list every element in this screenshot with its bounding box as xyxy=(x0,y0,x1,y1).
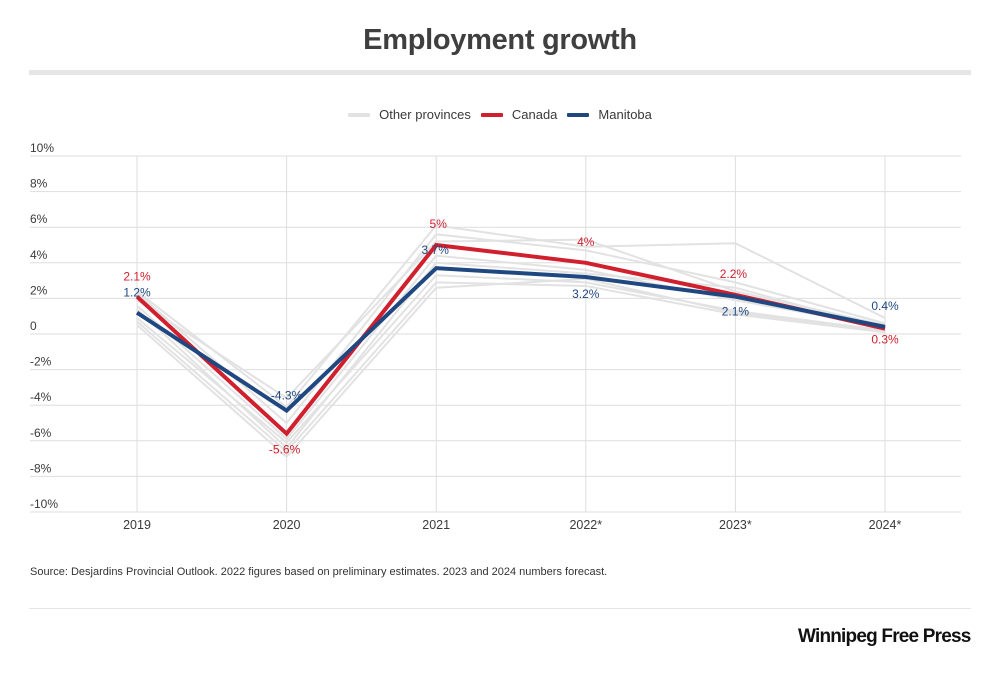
legend-item-manitoba: Manitoba xyxy=(567,107,652,122)
legend-label-other-provinces: Other provinces xyxy=(379,107,471,122)
manitoba-line xyxy=(135,266,886,414)
y-tick-label: 4% xyxy=(30,248,48,262)
manitoba-data-label: 1.2% xyxy=(123,286,151,300)
y-tick-label: -8% xyxy=(30,461,52,475)
y-tick-label: -4% xyxy=(30,390,52,404)
y-tick-label: 10% xyxy=(30,141,54,155)
grid xyxy=(30,155,961,513)
x-tick-label: 2023* xyxy=(719,518,752,532)
canada-data-label: -5.6% xyxy=(269,443,301,457)
y-tick-label: -6% xyxy=(30,426,52,440)
manitoba-data-label: 3.7% xyxy=(422,243,450,257)
legend-swatch-manitoba xyxy=(567,112,590,117)
source-note: Source: Desjardins Provincial Outlook. 2… xyxy=(30,566,608,578)
other-province-line xyxy=(136,281,886,453)
legend-label-manitoba: Manitoba xyxy=(598,107,652,122)
y-tick-label: -2% xyxy=(30,355,52,369)
y-tick-label: -10% xyxy=(30,497,58,511)
x-tick-label: 2020 xyxy=(273,518,301,532)
other-province-line xyxy=(136,274,886,444)
brand-logo: Winnipeg Free Press xyxy=(798,626,971,647)
other-province-line xyxy=(136,254,886,441)
other-province-line xyxy=(136,238,886,400)
manitoba-data-label: 3.2% xyxy=(572,287,600,301)
x-tick-label: 2019 xyxy=(123,518,151,532)
x-tick-label: 2022* xyxy=(569,518,602,532)
x-tick-label: 2021 xyxy=(422,518,450,532)
legend-swatch-canada xyxy=(480,112,503,117)
legend-item-other-provinces: Other provinces xyxy=(348,107,471,122)
data-labels: 2.1% -5.6% 5% 4% 2.2% 0.3% 1.2% -4.3% 3.7% 3.2% 2.… xyxy=(123,217,899,457)
other-province-line xyxy=(136,233,886,425)
legend-item-canada: Canada xyxy=(480,107,558,122)
y-tick-label: 6% xyxy=(30,212,48,226)
canada-data-label: 4% xyxy=(577,235,595,249)
footer-divider xyxy=(29,608,971,609)
legend-swatch-other-provinces xyxy=(348,112,371,117)
canada-data-label: 2.2% xyxy=(720,267,748,281)
y-tick-label: 0 xyxy=(30,319,37,333)
title-divider xyxy=(29,70,971,75)
other-province-line xyxy=(136,261,886,450)
canada-data-label: 2.1% xyxy=(123,270,151,284)
chart-title: Employment growth xyxy=(363,24,637,56)
line-chart: 10% 8% 6% 4% 2% 0 -2% -4% -6% -8% -10% 2019 2020 202… xyxy=(30,141,961,532)
other-province-line xyxy=(136,224,886,409)
legend: Other provinces Canada Manitoba xyxy=(0,107,1000,122)
manitoba-data-label: 0.4% xyxy=(871,299,899,313)
manitoba-data-label: -4.3% xyxy=(271,389,303,403)
manitoba-data-label: 2.1% xyxy=(722,305,750,319)
highlight-lines xyxy=(135,242,886,437)
y-tick-label: 2% xyxy=(30,283,48,297)
other-provinces-lines xyxy=(136,224,886,459)
y-tick-label: 8% xyxy=(30,177,48,191)
canada-data-label: 5% xyxy=(430,217,448,231)
x-tick-label: 2024* xyxy=(869,518,902,532)
x-axis-ticks: 2019 2020 2021 2022* 2023* 2024* xyxy=(123,518,901,532)
y-axis-ticks: 10% 8% 6% 4% 2% 0 -2% -4% -6% -8% -10% xyxy=(30,141,58,511)
legend-label-canada: Canada xyxy=(511,107,558,122)
canada-data-label: 0.3% xyxy=(871,333,899,347)
